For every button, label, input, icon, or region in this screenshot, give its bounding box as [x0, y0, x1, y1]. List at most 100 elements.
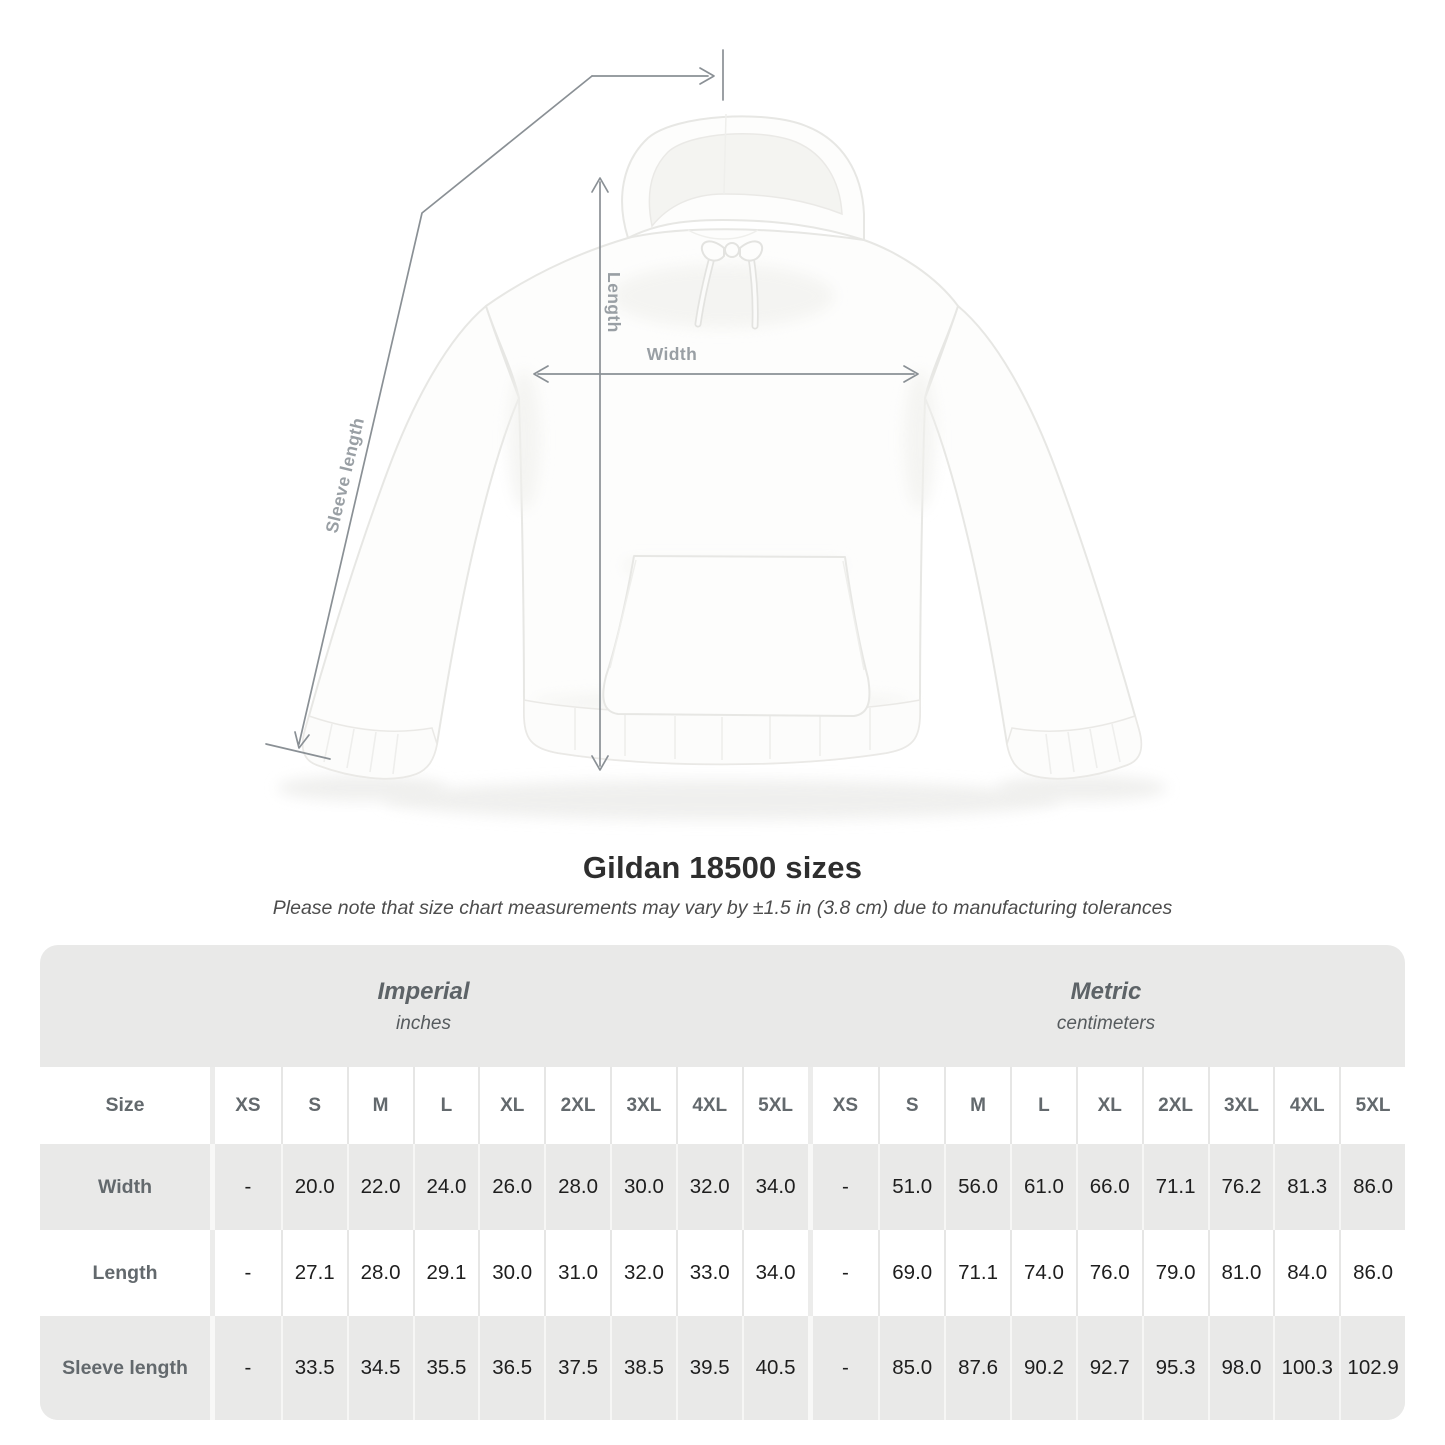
- table-cell: 29.1: [412, 1230, 479, 1316]
- width-arrow: [533, 365, 919, 383]
- column-separator: [807, 1230, 813, 1316]
- cuff-left: [302, 715, 438, 780]
- column-separator: [807, 1144, 813, 1230]
- size-header-XS: XS: [235, 1094, 261, 1116]
- size-header-XL: XL: [1075, 1067, 1142, 1144]
- cuff-left-ribs: [323, 723, 399, 775]
- table-cell: 69.0: [878, 1230, 944, 1316]
- neckline-seam: [687, 229, 759, 240]
- size-header-2XL: 2XL: [544, 1067, 610, 1144]
- table-cell: 95.3: [1141, 1316, 1208, 1420]
- data-row-0: Width - 20.0 22.0 24.0 26.0 28.0 30.0 32.0 34.0 - 5…: [40, 1144, 1405, 1230]
- imperial-unit: inches: [396, 1012, 451, 1034]
- length-label: Length: [604, 272, 624, 333]
- table-cell: 100.3: [1273, 1316, 1339, 1420]
- tolerance-note: Please note that size chart measurements…: [272, 897, 1173, 919]
- row-label: Sleeve length: [62, 1356, 188, 1379]
- table-cell: 22.0: [346, 1144, 413, 1230]
- table-cell: -: [244, 1261, 252, 1284]
- bow-loop-right: [739, 240, 764, 262]
- table-cell: 76.0: [1075, 1230, 1142, 1316]
- table-cell: 38.5: [610, 1316, 676, 1420]
- size-header-S: S: [280, 1067, 347, 1144]
- table-cell: 34.0: [741, 1230, 808, 1316]
- table-cell: 79.0: [1141, 1230, 1208, 1316]
- pocket-opening-left: [609, 559, 637, 669]
- size-header-4XL: 4XL: [1273, 1067, 1339, 1144]
- data-row-2: Sleeve length - 33.5 34.5 35.5 36.5 37.5 38.5 39…: [40, 1316, 1405, 1420]
- table-cell: 33.0: [675, 1230, 742, 1316]
- cuff-shadow-right: [997, 775, 1167, 801]
- table-cell: 81.3: [1273, 1144, 1339, 1230]
- metric-label: Metric: [1070, 977, 1142, 1005]
- bow-loop-left: [700, 240, 725, 262]
- metric-group-header: Metric centimeters: [807, 945, 1405, 1067]
- length-arrow: [591, 177, 609, 771]
- size-header-3XL: 3XL: [1207, 1067, 1274, 1144]
- corner-header: Size: [105, 1094, 145, 1116]
- hem-ribs: [574, 708, 871, 760]
- imperial-group-header: Imperial inches: [40, 945, 807, 1067]
- unit-group-header: Imperial inches Metric centimeters: [40, 945, 1405, 1067]
- column-separator: [210, 1067, 215, 1144]
- table-cell: 87.6: [944, 1316, 1010, 1420]
- bow-knot: [724, 242, 740, 258]
- table-cell: 34.5: [346, 1316, 413, 1420]
- size-header-4XL: 4XL: [675, 1067, 742, 1144]
- size-header-M: M: [346, 1067, 413, 1144]
- table-cell: 24.0: [412, 1144, 479, 1230]
- table-cell: 98.0: [1207, 1316, 1274, 1420]
- table-cell: 85.0: [878, 1316, 944, 1420]
- table-cell: 37.5: [544, 1316, 610, 1420]
- table-cell: 35.5: [412, 1316, 479, 1420]
- table-cell: 51.0: [878, 1144, 944, 1230]
- page-title: Gildan 18500 sizes: [582, 850, 863, 885]
- table-cell: 71.1: [944, 1230, 1010, 1316]
- table-cell: 86.0: [1339, 1144, 1405, 1230]
- size-header-S: S: [878, 1067, 944, 1144]
- kangaroo-pocket: [602, 555, 871, 717]
- drawstrings: [694, 240, 764, 330]
- table-cell: 76.2: [1207, 1144, 1274, 1230]
- row-label: Width: [98, 1175, 152, 1198]
- table-cell: 71.1: [1141, 1144, 1208, 1230]
- table-cell: 32.0: [610, 1230, 676, 1316]
- table-cell: 30.0: [478, 1230, 544, 1316]
- column-separator: [210, 1230, 215, 1316]
- table-cell: -: [244, 1175, 252, 1198]
- table-cell: 20.0: [280, 1144, 347, 1230]
- size-header-L: L: [412, 1067, 479, 1144]
- table-cell: -: [842, 1261, 849, 1284]
- ground-shadow: [382, 780, 1062, 820]
- column-separator: [807, 1316, 813, 1420]
- table-cell: 66.0: [1075, 1144, 1142, 1230]
- row-label: Length: [92, 1261, 158, 1284]
- size-header-XS: XS: [832, 1094, 859, 1116]
- table-cell: 102.9: [1339, 1316, 1405, 1420]
- size-header-5XL: 5XL: [1339, 1067, 1405, 1144]
- table-cell: 92.7: [1075, 1316, 1142, 1420]
- table-cell: 61.0: [1010, 1144, 1076, 1230]
- table-cell: 84.0: [1273, 1230, 1339, 1316]
- table-cell: 34.0: [741, 1144, 808, 1230]
- table-cell: 33.5: [280, 1316, 347, 1420]
- column-separator: [210, 1316, 215, 1420]
- column-separator: [807, 1067, 813, 1144]
- cuff-right-ribs: [1045, 723, 1121, 775]
- hoodie-size-diagram: Sleeve length Length Width: [265, 49, 1167, 820]
- imperial-label: Imperial: [377, 977, 470, 1005]
- table-cell: 90.2: [1010, 1316, 1076, 1420]
- sleeve-right: [924, 305, 1143, 780]
- size-header-M: M: [944, 1067, 1010, 1144]
- size-header-XL: XL: [478, 1067, 544, 1144]
- size-header-2XL: 2XL: [1141, 1067, 1208, 1144]
- hood-center-seam: [723, 113, 727, 195]
- metric-unit: centimeters: [1056, 1012, 1156, 1034]
- width-label: Width: [647, 344, 697, 364]
- pocket-opening-right: [842, 560, 865, 671]
- table-cell: 86.0: [1339, 1230, 1405, 1316]
- table-cell: 31.0: [544, 1230, 610, 1316]
- size-header-L: L: [1010, 1067, 1076, 1144]
- table-cell: 81.0: [1207, 1230, 1274, 1316]
- cuff-shadow-left: [277, 775, 447, 801]
